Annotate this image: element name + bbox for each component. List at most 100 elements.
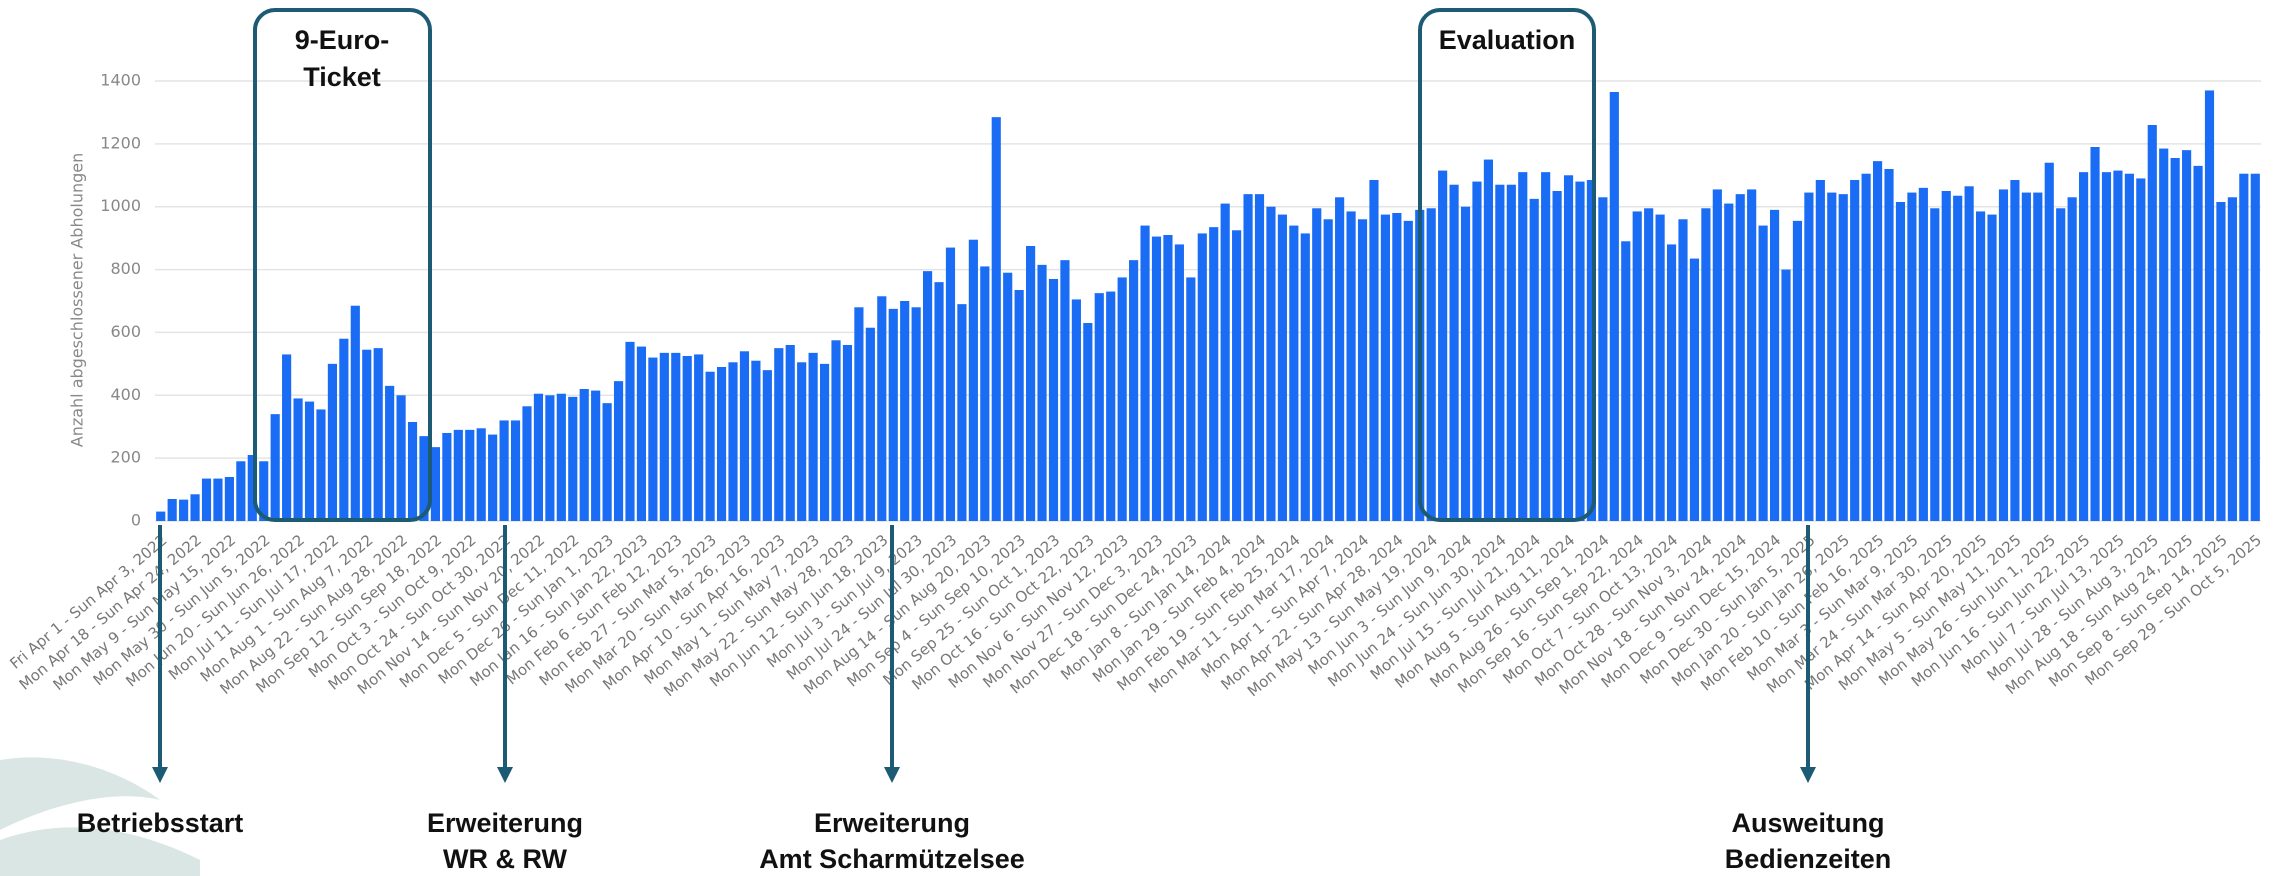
bar	[1072, 299, 1081, 521]
bar	[1793, 221, 1802, 521]
y-tick-label: 1400	[100, 71, 141, 90]
bar	[2056, 208, 2065, 521]
bar	[293, 398, 302, 521]
bar	[1438, 171, 1447, 521]
bar	[1461, 207, 1470, 521]
bar	[2136, 178, 2145, 521]
bar	[751, 361, 760, 521]
bar	[763, 370, 772, 521]
bar	[1999, 189, 2008, 521]
bar	[957, 304, 966, 521]
bar	[545, 395, 554, 521]
bar	[2148, 125, 2157, 521]
bar	[271, 414, 280, 521]
bar	[706, 372, 715, 521]
bar	[1255, 194, 1264, 521]
chart: 0200400600800100012001400Fri Apr 1 - Sun…	[0, 0, 2275, 876]
bar	[1484, 160, 1493, 521]
bar	[374, 348, 383, 521]
bar	[591, 391, 600, 521]
bar	[522, 406, 531, 521]
bar	[2113, 171, 2122, 521]
bar	[2182, 150, 2191, 521]
bar	[1152, 237, 1161, 521]
bar	[1976, 211, 1985, 521]
bar	[877, 296, 886, 521]
bar	[1312, 208, 1321, 521]
bar	[236, 461, 245, 521]
bar	[2079, 172, 2088, 521]
bar	[557, 394, 566, 521]
annotation: WR & RW	[443, 844, 567, 874]
bar	[339, 339, 348, 521]
bar	[603, 403, 612, 521]
bar	[1324, 219, 1333, 521]
bar	[786, 345, 795, 521]
bar	[179, 500, 188, 521]
bar	[1037, 265, 1046, 521]
bar	[477, 428, 486, 521]
bar	[1198, 233, 1207, 521]
bar	[1942, 191, 1951, 521]
bar	[1175, 244, 1184, 521]
bar	[1221, 204, 1230, 521]
bar	[1747, 189, 1756, 521]
bar	[1003, 273, 1012, 521]
bar	[1610, 92, 1619, 521]
bar	[1667, 244, 1676, 521]
annotation: Bedienzeiten	[1725, 844, 1892, 874]
bar	[408, 422, 417, 521]
bar	[2193, 166, 2202, 521]
y-tick-label: 200	[110, 448, 141, 467]
bar	[1427, 208, 1436, 521]
bar	[1713, 189, 1722, 521]
annotation: Ticket	[303, 62, 381, 92]
bar	[1839, 194, 1848, 521]
bar	[1965, 186, 1974, 521]
bar	[992, 117, 1001, 521]
bar	[1850, 180, 1859, 521]
bar	[202, 479, 211, 521]
bar	[648, 358, 657, 521]
bar	[1243, 194, 1252, 521]
bar	[2068, 197, 2077, 521]
bar	[1495, 185, 1504, 521]
bar	[1472, 182, 1481, 521]
bar	[614, 381, 623, 521]
bar	[385, 386, 394, 521]
bar	[2159, 149, 2168, 521]
bar	[2239, 174, 2248, 521]
bar	[511, 420, 520, 521]
bar	[1644, 208, 1653, 521]
bar	[1301, 233, 1310, 521]
bar	[934, 282, 943, 521]
bar	[1026, 246, 1035, 521]
bar	[1575, 182, 1584, 521]
bar	[1404, 221, 1413, 521]
bar	[580, 389, 589, 521]
bar	[1163, 235, 1172, 521]
bar	[1919, 188, 1928, 521]
bar	[1392, 213, 1401, 521]
bar	[1518, 172, 1527, 521]
annotation: Erweiterung	[814, 808, 970, 838]
bar	[1015, 290, 1024, 521]
bar	[1450, 185, 1459, 521]
bar	[774, 348, 783, 521]
bar	[190, 494, 199, 521]
bar	[351, 306, 360, 521]
bar	[1804, 193, 1813, 521]
bars	[156, 90, 2260, 521]
bar	[1724, 204, 1733, 521]
bar	[2033, 193, 2042, 521]
bar	[912, 307, 921, 521]
bar	[2022, 193, 2031, 521]
bar	[2125, 174, 2134, 521]
bar	[1232, 230, 1241, 521]
bar	[1541, 172, 1550, 521]
bar	[1083, 323, 1092, 521]
bar	[1690, 259, 1699, 521]
bar	[1289, 226, 1298, 521]
y-tick-label: 400	[110, 385, 141, 404]
bar	[809, 353, 818, 521]
